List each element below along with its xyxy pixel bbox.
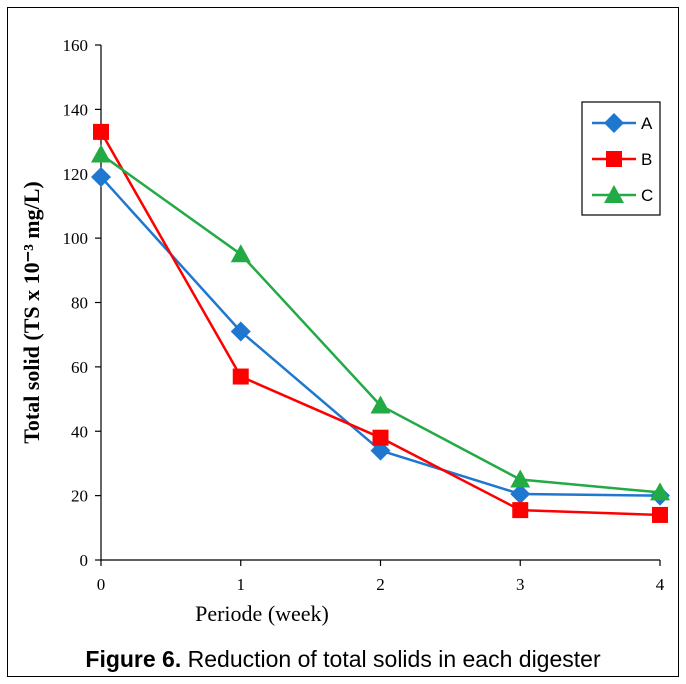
y-tick-label: 160	[63, 36, 89, 55]
data-point-B	[512, 502, 529, 519]
chart-series	[91, 123, 670, 523]
figure-caption-text: Reduction of total solids in each digest…	[181, 646, 601, 672]
data-point-A	[510, 484, 531, 505]
chart-legend: ABC	[581, 101, 661, 216]
data-point-B	[232, 368, 249, 385]
y-tick-label: 40	[71, 422, 88, 441]
x-tick-label: 4	[656, 575, 665, 594]
x-tick-label: 3	[516, 575, 525, 594]
y-tick-label: 0	[80, 551, 89, 570]
data-point-C	[91, 144, 111, 163]
y-tick-label: 140	[63, 100, 89, 119]
line-chart: 0 20 40 60 80 100 120 140 160 0 1 2 3 4 Periode (week…	[19, 36, 670, 626]
series-B	[93, 123, 668, 523]
series-A	[91, 166, 670, 506]
figure-frame	[7, 7, 679, 677]
data-point-B	[652, 506, 668, 523]
data-point-C	[650, 482, 670, 501]
legend-marker-C	[604, 185, 624, 203]
legend-label-B: B	[641, 150, 652, 169]
x-tick-label: 0	[97, 575, 106, 594]
data-point-C	[510, 469, 531, 488]
data-point-C	[230, 244, 251, 263]
y-tick-label: 80	[71, 294, 88, 313]
chart-axes: 0 20 40 60 80 100 120 140 160 0 1 2 3 4	[63, 36, 665, 594]
legend-marker-A	[604, 113, 624, 133]
legend-label-A: A	[641, 114, 653, 133]
x-axis-label: Periode (week)	[195, 601, 329, 626]
figure-caption: Figure 6. Reduction of total solids in e…	[0, 646, 686, 673]
x-tick-label: 2	[376, 575, 385, 594]
x-tick-label: 1	[237, 575, 246, 594]
data-point-B	[372, 429, 389, 446]
y-axis-label: Total solid (TS x 10⁻³ mg/L)	[19, 181, 44, 444]
y-tick-label: 60	[71, 358, 88, 377]
y-tick-label: 120	[63, 165, 89, 184]
y-tick-label: 20	[71, 487, 88, 506]
legend-label-C: C	[641, 186, 653, 205]
data-point-A	[91, 166, 111, 187]
data-point-C	[370, 395, 391, 414]
figure-caption-label: Figure 6.	[85, 646, 182, 672]
y-tick-label: 100	[63, 229, 89, 248]
legend-marker-B	[606, 151, 622, 167]
series-C	[91, 144, 670, 501]
data-point-B	[93, 123, 109, 140]
data-point-A	[230, 321, 251, 342]
